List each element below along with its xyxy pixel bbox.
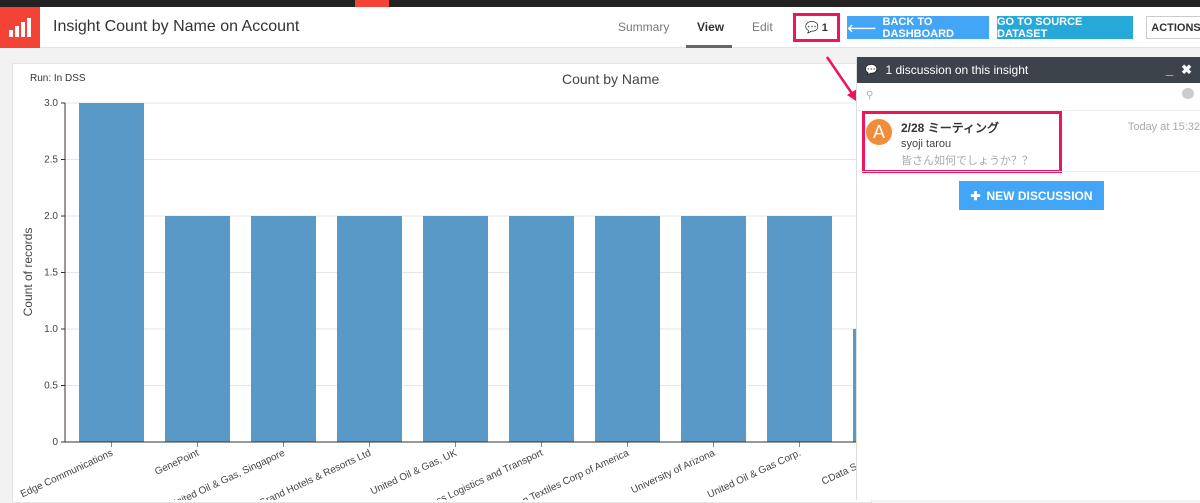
x-tick-label: Edge Communications [19, 448, 115, 500]
tab-edit[interactable]: Edit [752, 20, 773, 34]
active-tab-underline [686, 45, 732, 48]
bar [595, 216, 660, 442]
y-tick-label: 1.5 [44, 268, 58, 279]
top-nav-bar [0, 0, 1200, 7]
x-tick-label: United Oil & Gas Corp. [706, 448, 803, 500]
tab-view[interactable]: View [697, 20, 725, 34]
active-nav-indicator [355, 0, 389, 7]
y-tick-label: 1.0 [44, 324, 58, 335]
plus-icon: ✚ [970, 188, 981, 203]
discussion-search-input[interactable]: ⚲ [857, 83, 1200, 111]
discussions-button[interactable]: 💬 1 [793, 13, 840, 42]
bar [509, 216, 574, 442]
bar [767, 216, 832, 442]
arrow-left-icon: 🡐 [847, 22, 877, 35]
bar [337, 216, 402, 442]
comments-icon: 💬 [805, 22, 819, 34]
discussions-panel: 💬 1 discussion on this insight _ ✖ ⚲ 2/28 … [856, 57, 1200, 500]
actions-button[interactable]: ACTIONS [1146, 16, 1200, 39]
y-tick-label: 0.5 [44, 381, 58, 392]
x-tick-label: Express Logistics and Transport [411, 448, 545, 500]
discussion-preview: 皆さん如何でしょうか？？ [901, 155, 1033, 167]
comments-icon: 💬 [865, 64, 878, 76]
insight-header: Insight Count by Name on Account Summary… [0, 7, 1200, 48]
bar-chart: 0 0.5 1.0 1.5 2.0 2.5 3.0 Edge Communications Ge… [19, 98, 856, 500]
avatar: A [866, 119, 892, 145]
y-axis-label: Count of records [21, 228, 35, 317]
go-to-source-dataset-button[interactable]: GO TO SOURCE DATASET [997, 16, 1133, 40]
new-comment-icon[interactable] [1182, 88, 1194, 99]
x-tick-label: United Oil & Gas, UK [369, 448, 459, 498]
x-tick-label: GenePoint [153, 448, 201, 478]
tab-summary[interactable]: Summary [618, 20, 670, 34]
chart-logo-icon [0, 7, 40, 48]
y-tick-label: 2.0 [44, 211, 58, 222]
x-tick-label: CData Software [820, 448, 856, 488]
y-tick-label: 0 [52, 437, 58, 448]
x-tick-label: University of Arizona [630, 448, 718, 497]
minimize-icon[interactable]: _ [1165, 62, 1174, 77]
close-icon[interactable]: ✖ [1181, 62, 1192, 77]
new-discussion-button[interactable]: ✚ NEW DISCUSSION [959, 181, 1104, 210]
bar [423, 216, 488, 442]
y-tick-label: 2.5 [44, 155, 58, 166]
bar [79, 103, 144, 442]
chart-title: Count by Name [562, 71, 660, 87]
discussion-time: Today at 15:32 [1127, 121, 1200, 133]
bar [681, 216, 746, 442]
bar [853, 329, 856, 442]
y-tick-label: 3.0 [44, 98, 58, 109]
panel-header: 💬 1 discussion on this insight _ ✖ [857, 57, 1200, 83]
discussion-title: 2/28 ミーティング [901, 121, 999, 135]
bar [165, 216, 230, 442]
discussion-author: syoji tarou [901, 138, 952, 150]
divider [857, 171, 1200, 172]
back-to-dashboard-button[interactable]: 🡐 BACK TO DASHBOARD [847, 16, 989, 40]
run-label: Run: In DSS [30, 73, 86, 84]
page-title: Insight Count by Name on Account [53, 18, 300, 35]
bar [251, 216, 316, 442]
search-icon: ⚲ [866, 90, 874, 101]
